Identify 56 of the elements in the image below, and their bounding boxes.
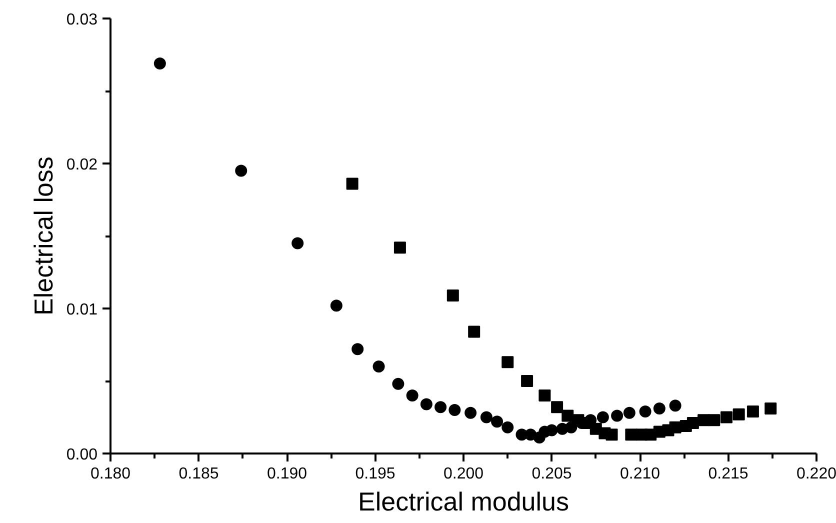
point [551, 401, 564, 414]
y-tick-label: 0.03 [66, 12, 98, 28]
point [538, 390, 551, 402]
point [448, 404, 461, 416]
point [625, 428, 638, 441]
point [392, 378, 404, 390]
point [611, 410, 624, 422]
point [434, 401, 447, 414]
point [394, 242, 406, 254]
point [686, 417, 699, 430]
point [764, 402, 777, 415]
x-tick-label: 0.185 [178, 466, 219, 482]
point [446, 289, 459, 302]
point [406, 390, 418, 402]
point [330, 300, 342, 312]
point [606, 428, 618, 441]
x-tick-label: 0.200 [443, 466, 484, 482]
point [669, 400, 682, 412]
point [708, 414, 720, 426]
point [491, 416, 504, 428]
x-tick-label: 0.205 [532, 466, 572, 482]
point [346, 178, 358, 190]
point [521, 375, 534, 387]
point [480, 411, 492, 424]
point [732, 408, 745, 420]
x-tick-label: 0.195 [355, 466, 396, 482]
y-tick-label: 0.02 [66, 156, 98, 174]
x-tick-label: 0.190 [266, 466, 308, 482]
x-tick-label: 0.180 [90, 466, 131, 482]
y-tick-label: 0.00 [66, 446, 98, 464]
point [464, 406, 477, 419]
point [565, 421, 578, 434]
point [420, 398, 432, 410]
point [562, 410, 574, 422]
y-axis-title: Electrical loss [28, 156, 58, 316]
point [292, 237, 304, 250]
point [720, 411, 732, 424]
point [546, 424, 558, 436]
x-axis-title: Electrical modulus [358, 486, 569, 516]
point [468, 326, 480, 338]
x-tick-label: 0.210 [620, 466, 660, 482]
y-tick-label: 0.01 [66, 302, 98, 318]
point [596, 411, 609, 424]
point [154, 57, 166, 70]
point [669, 421, 682, 434]
point [502, 421, 514, 434]
point [653, 402, 666, 415]
x-tick-label: 0.215 [708, 466, 748, 482]
point [746, 405, 759, 418]
point [502, 356, 514, 368]
point [352, 343, 364, 356]
point [372, 360, 385, 372]
x-tick-label: 0.220 [796, 466, 836, 482]
point [235, 164, 248, 177]
point [623, 406, 636, 419]
point [639, 405, 652, 418]
